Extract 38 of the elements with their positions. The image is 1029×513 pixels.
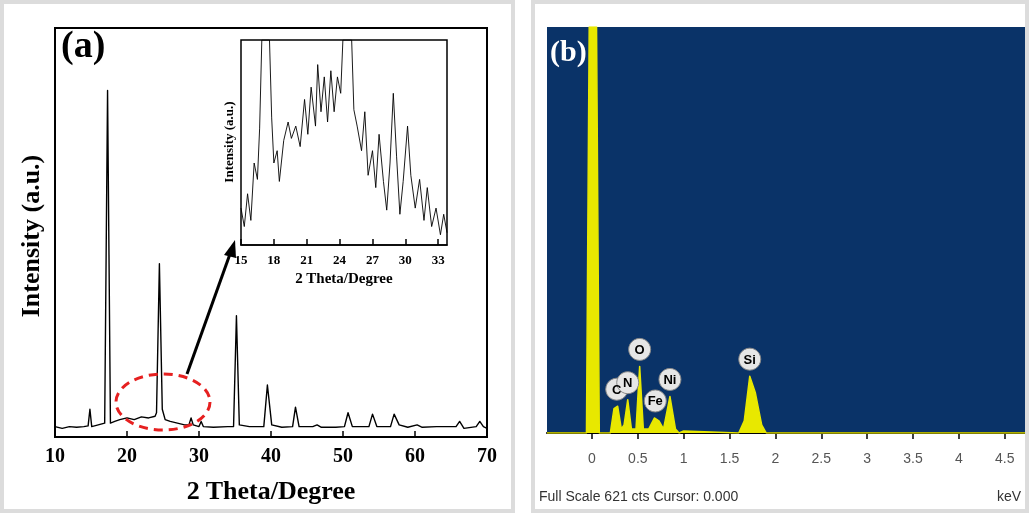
x-tick-label: 18 bbox=[267, 252, 281, 267]
x-tick-label: 0.5 bbox=[628, 450, 648, 466]
annotation: O bbox=[634, 341, 645, 357]
x-tick-label: 30 bbox=[189, 444, 209, 466]
y-axis-title: Intensity (a.u.) bbox=[15, 154, 45, 318]
x-tick-label: 50 bbox=[333, 444, 353, 466]
text: Full Scale 621 cts Cursor: 0.000 bbox=[539, 488, 739, 504]
x-tick-label: 3 bbox=[863, 450, 872, 466]
text: keV bbox=[996, 488, 1022, 504]
chart-title: (a) bbox=[61, 23, 106, 66]
x-tick-label: 1.5 bbox=[719, 450, 740, 466]
x-tick-label: 4 bbox=[955, 450, 964, 466]
x-tick-label: 2.5 bbox=[811, 450, 832, 466]
x-tick-label: 0 bbox=[588, 450, 597, 466]
x-tick-label: 27 bbox=[365, 252, 380, 267]
annotation: Ni bbox=[663, 371, 677, 387]
x-tick-label: 15 bbox=[234, 252, 248, 267]
x-tick-label: 2 bbox=[771, 450, 780, 466]
y-axis-title: Intensity (a.u.) bbox=[220, 101, 236, 183]
annotation: Fe bbox=[647, 393, 663, 409]
chart-title: (b) bbox=[550, 33, 587, 68]
x-tick-label: 20 bbox=[117, 444, 137, 466]
x-tick-label: 33 bbox=[431, 252, 446, 267]
x-tick-label: 40 bbox=[261, 444, 281, 466]
x-tick-label: 4.5 bbox=[995, 450, 1015, 466]
x-tick-label: 24 bbox=[333, 252, 347, 267]
annotation: N bbox=[623, 375, 633, 391]
x-tick-label: 70 bbox=[477, 444, 497, 466]
x-tick-label: 60 bbox=[405, 444, 425, 466]
x-tick-label: 21 bbox=[300, 252, 314, 267]
annotation: C bbox=[612, 381, 623, 397]
x-tick-label: 1 bbox=[679, 450, 688, 466]
x-tick-label: 10 bbox=[45, 444, 65, 466]
annotation: Si bbox=[743, 351, 756, 367]
x-tick-label: 3.5 bbox=[903, 450, 924, 466]
x-axis-title: 2 Theta/Degree bbox=[186, 475, 356, 505]
x-axis-title: 2 Theta/Degree bbox=[295, 270, 394, 287]
x-tick-label: 30 bbox=[398, 252, 412, 267]
